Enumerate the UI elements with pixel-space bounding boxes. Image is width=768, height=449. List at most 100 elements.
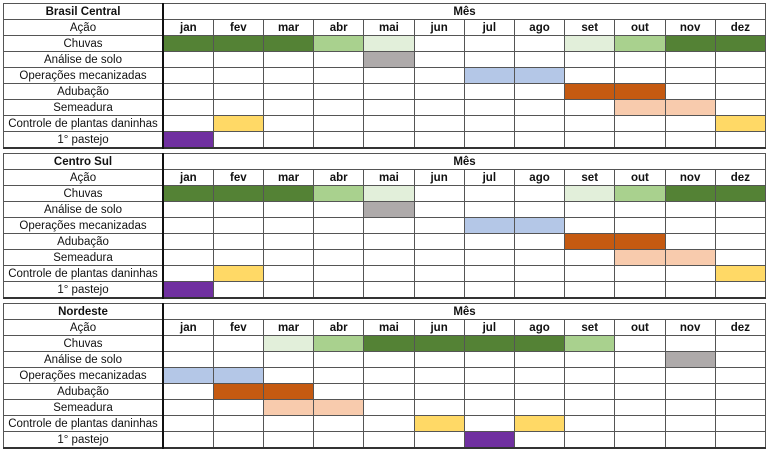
- region-title: Brasil Central: [3, 3, 164, 20]
- month-cell: [513, 99, 566, 116]
- table-row: 1° pastejo: [3, 281, 767, 299]
- month-label: out: [614, 169, 666, 186]
- month-cell: [664, 383, 716, 400]
- month-cell: [664, 51, 716, 68]
- action-label: Chuvas: [3, 335, 164, 352]
- filled-month-cell: [564, 83, 616, 100]
- month-cell: [162, 383, 214, 400]
- action-label: Análise de solo: [3, 351, 164, 368]
- month-cell: [413, 83, 465, 100]
- filled-month-cell: [212, 185, 264, 202]
- month-cell: [614, 265, 666, 282]
- month-label: nov: [664, 319, 716, 336]
- month-cell: [564, 67, 616, 84]
- month-cell: [413, 51, 465, 68]
- month-cell: [262, 233, 315, 250]
- filled-month-cell: [664, 185, 716, 202]
- month-label: nov: [664, 169, 716, 186]
- region-title: Nordeste: [3, 303, 164, 320]
- table-row: Semeadura: [3, 249, 767, 266]
- month-cell: [363, 265, 415, 282]
- month-label: abr: [313, 169, 365, 186]
- filled-month-cell: [714, 185, 767, 202]
- month-cell: [413, 115, 465, 132]
- filled-month-cell: [262, 185, 315, 202]
- filled-month-cell: [714, 115, 767, 132]
- month-cell: [513, 233, 566, 250]
- month-label: jul: [463, 19, 515, 36]
- table-header-row: Brasil Central Mês: [3, 3, 766, 20]
- filled-month-cell: [313, 185, 365, 202]
- month-cell: [463, 367, 515, 384]
- month-cell: [413, 265, 465, 282]
- action-label: Controle de plantas daninhas: [3, 115, 164, 132]
- month-cell: [262, 67, 315, 84]
- month-cell: [664, 201, 716, 218]
- filled-month-cell: [614, 185, 666, 202]
- month-cell: [363, 431, 415, 449]
- table-row: Adubação: [3, 383, 767, 400]
- filled-month-cell: [564, 233, 616, 250]
- month-cell: [162, 335, 214, 352]
- months-row: Ação jan fev mar abr mai jun jul ago set out nov dez: [3, 319, 767, 336]
- month-label: jul: [463, 319, 515, 336]
- month-cell: [363, 83, 415, 100]
- month-cell: [413, 431, 465, 449]
- month-cell: [162, 217, 214, 234]
- filled-month-cell: [212, 367, 264, 384]
- month-cell: [614, 201, 666, 218]
- action-label: Semeadura: [3, 249, 164, 266]
- month-label: mar: [262, 19, 315, 36]
- month-cell: [714, 431, 767, 449]
- action-label: 1° pastejo: [3, 281, 164, 299]
- month-label: abr: [313, 19, 365, 36]
- month-cell: [262, 131, 315, 149]
- month-cell: [664, 83, 716, 100]
- filled-month-cell: [162, 131, 214, 149]
- month-cell: [313, 367, 365, 384]
- action-label: Semeadura: [3, 399, 164, 416]
- month-cell: [363, 217, 415, 234]
- action-label: Análise de solo: [3, 51, 164, 68]
- month-cell: [313, 383, 365, 400]
- month-cell: [162, 233, 214, 250]
- month-cell: [313, 217, 365, 234]
- month-cell: [413, 351, 465, 368]
- table-row: Adubação: [3, 233, 767, 250]
- month-label: mai: [363, 19, 415, 36]
- month-header: Mês: [162, 303, 766, 320]
- action-header: Ação: [3, 319, 164, 336]
- month-label: out: [614, 19, 666, 36]
- month-cell: [313, 233, 365, 250]
- month-cell: [664, 233, 716, 250]
- month-cell: [262, 415, 315, 432]
- month-cell: [463, 265, 515, 282]
- month-cell: [714, 351, 767, 368]
- month-cell: [363, 99, 415, 116]
- month-cell: [664, 281, 716, 299]
- month-cell: [463, 51, 515, 68]
- filled-month-cell: [714, 35, 767, 52]
- month-cell: [413, 281, 465, 299]
- month-label: set: [564, 319, 616, 336]
- filled-month-cell: [463, 67, 515, 84]
- month-cell: [513, 265, 566, 282]
- filled-month-cell: [614, 99, 666, 116]
- month-cell: [212, 415, 264, 432]
- month-cell: [363, 415, 415, 432]
- month-cell: [564, 383, 616, 400]
- month-cell: [714, 99, 767, 116]
- month-label: abr: [313, 319, 365, 336]
- month-cell: [564, 131, 616, 149]
- month-cell: [614, 131, 666, 149]
- month-cell: [513, 201, 566, 218]
- filled-month-cell: [664, 35, 716, 52]
- action-label: Controle de plantas daninhas: [3, 265, 164, 282]
- month-cell: [262, 281, 315, 299]
- month-cell: [664, 399, 716, 416]
- month-cell: [513, 351, 566, 368]
- month-cell: [413, 131, 465, 149]
- month-cell: [564, 99, 616, 116]
- month-label: set: [564, 169, 616, 186]
- filled-month-cell: [513, 415, 566, 432]
